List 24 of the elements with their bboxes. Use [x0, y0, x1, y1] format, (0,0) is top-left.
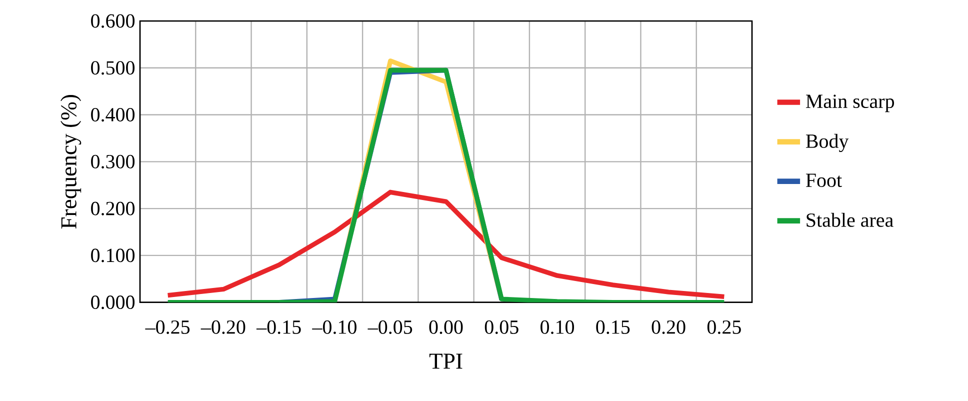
legend-label: Stable area — [806, 212, 894, 227]
x-tick-label: 0.15 — [596, 320, 630, 334]
x-tick-label: –0.25 — [145, 320, 190, 334]
x-tick-label: –0.15 — [256, 320, 301, 334]
x-tick-label: 0.25 — [707, 320, 741, 334]
x-tick-label: –0.20 — [200, 320, 246, 334]
y-tick-label: 0.300 — [91, 154, 135, 168]
legend-label: Foot — [806, 174, 842, 188]
y-tick-label: 0.100 — [91, 248, 135, 262]
legend-label: Main scarp — [806, 94, 894, 112]
y-tick-label: 0.000 — [91, 296, 135, 310]
y-axis-title: Frequency (%) — [60, 95, 82, 229]
legend-label: Body — [806, 134, 849, 152]
y-tick-label: 0.600 — [91, 14, 135, 28]
x-tick-label: 0.05 — [484, 320, 518, 334]
y-tick-label: 0.500 — [91, 61, 135, 75]
y-tick-label: 0.200 — [91, 202, 135, 216]
x-tick-label: 0.20 — [652, 320, 686, 334]
x-tick-label: –0.05 — [368, 320, 412, 334]
x-tick-label: 0.10 — [540, 320, 574, 334]
x-axis-title: TPI — [429, 354, 462, 369]
y-tick-label: 0.400 — [91, 108, 135, 122]
x-tick-label: –0.10 — [312, 320, 356, 334]
x-tick-label: 0.00 — [429, 320, 463, 334]
